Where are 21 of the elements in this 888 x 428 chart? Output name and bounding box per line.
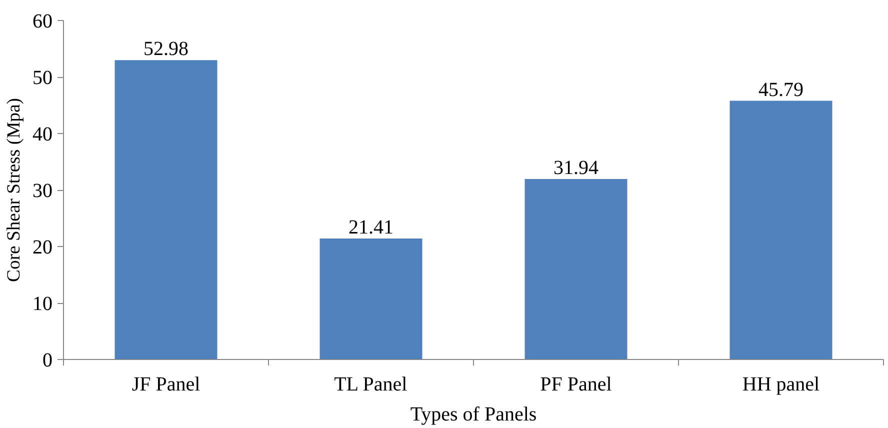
x-tick-label: HH panel	[742, 374, 820, 396]
data-label: 31.94	[554, 157, 598, 180]
x-tick-label: PF Panel	[540, 374, 612, 396]
y-tick-label: 50	[32, 67, 52, 89]
data-label: 21.41	[348, 216, 394, 239]
x-axis-title: Types of Panels	[410, 404, 537, 426]
bar	[524, 179, 628, 360]
x-tick-label: TL Panel	[334, 374, 408, 396]
y-axis-title: Core Shear Stress (Mpa)	[4, 98, 24, 282]
x-tick-label: JF Panel	[132, 374, 201, 396]
y-tick-label: 20	[32, 236, 52, 258]
y-tick-label: 60	[32, 10, 52, 32]
data-label: 52.98	[144, 38, 188, 60]
y-tick-label: 30	[32, 180, 52, 202]
data-label: 45.79	[758, 78, 804, 101]
bar	[730, 100, 832, 360]
bar	[320, 238, 422, 360]
y-tick-label: 0	[42, 350, 52, 372]
bar	[114, 60, 218, 360]
y-tick-label: 40	[32, 124, 52, 146]
y-tick-label: 10	[32, 293, 52, 315]
